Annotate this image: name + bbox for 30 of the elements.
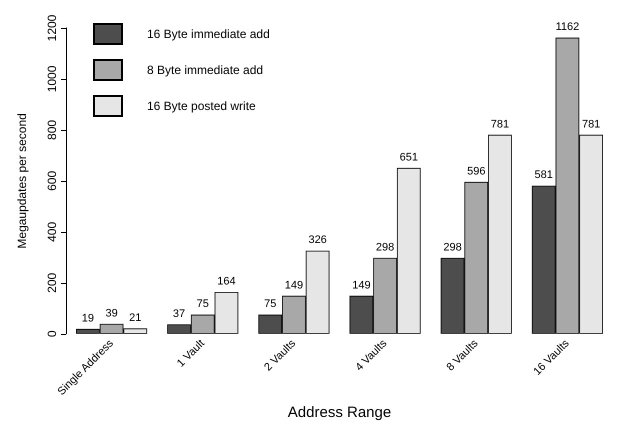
data-label: 75	[264, 298, 276, 310]
data-label: 37	[172, 308, 186, 320]
data-label: 149	[352, 279, 371, 292]
data-label: 149	[284, 279, 304, 292]
data-label: 164	[217, 275, 236, 288]
y-tick-label: 1200	[45, 14, 59, 42]
y-tick-label: 600	[45, 170, 59, 191]
y-tick-label: 400	[45, 222, 59, 242]
data-label: 651	[400, 151, 418, 164]
y-tick-label: 0	[45, 330, 59, 338]
data-label: 781	[582, 118, 600, 130]
y-tick-label: 1000	[45, 65, 59, 92]
legend-label: 8 Byte immediate add	[147, 63, 264, 77]
data-label: 1162	[556, 21, 580, 34]
data-label: 781	[490, 118, 510, 130]
data-label: 39	[105, 307, 118, 320]
x-axis-title: Address Range	[288, 404, 392, 421]
y-tick-label: 800	[45, 120, 59, 140]
y-axis-title: Megaupdates per second	[15, 113, 29, 249]
legend-label: 16 Byte immediate add	[147, 27, 270, 41]
legend-label: 16 Byte posted write	[147, 99, 256, 113]
data-label: 596	[467, 165, 486, 178]
y-tick-label: 200	[45, 272, 59, 293]
data-label: 326	[308, 234, 327, 246]
data-label: 581	[534, 169, 553, 182]
data-label: 75	[196, 298, 209, 310]
data-label: 21	[129, 312, 142, 324]
data-label: 19	[82, 312, 94, 324]
data-label: 298	[376, 241, 394, 254]
data-label: 298	[443, 241, 462, 254]
